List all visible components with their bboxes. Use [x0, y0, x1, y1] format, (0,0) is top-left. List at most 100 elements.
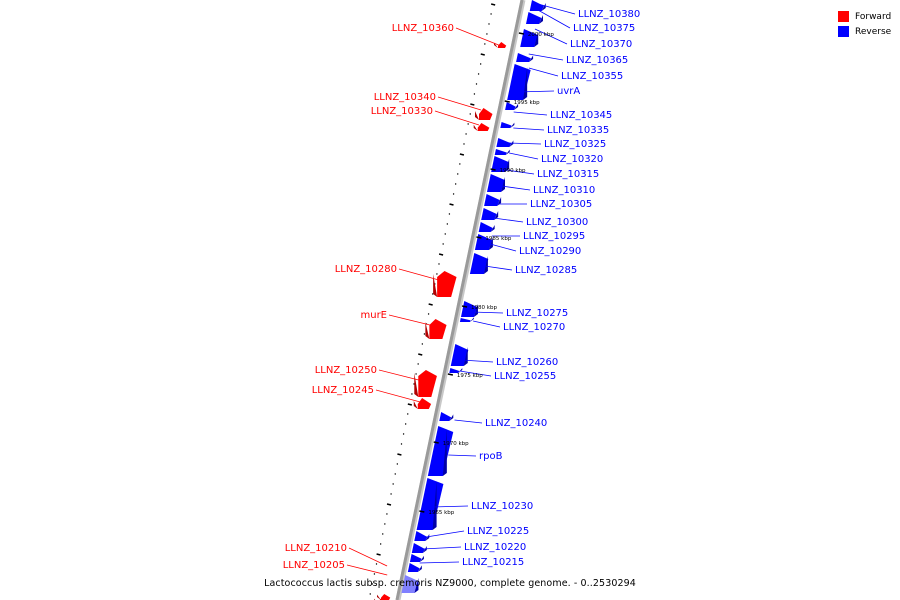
gene-label-llnz_10370: LLNZ_10370: [570, 39, 632, 50]
gene-face-llnz_10295: [488, 237, 493, 250]
tick-dot: [369, 593, 371, 595]
leader-llnz_10370: [534, 28, 568, 45]
tick-mark: [480, 53, 485, 56]
gene-llnz_10215: [407, 563, 420, 572]
leader-uvra: [516, 90, 555, 93]
gene-face-llnz_10315: [501, 177, 505, 192]
leader-llnz_10205: [346, 564, 388, 576]
gene-label-llnz_10320: LLNZ_10320: [541, 154, 603, 165]
gene-label-llnz_10345: LLNZ_10345: [550, 110, 612, 121]
gene-label-llnz_10210: LLNZ_10210: [285, 543, 347, 554]
gene-face-llnz_10345: [510, 122, 515, 128]
gene-llnz_10205: [381, 594, 391, 600]
gene-face-llnz_10215: [417, 565, 422, 572]
gene-label-rpob: rpoB: [479, 451, 503, 462]
scale-label: 1970 kbp: [443, 441, 469, 447]
scale-label: 1965 kbp: [428, 510, 454, 516]
gene-face-llnz_10285: [473, 304, 478, 317]
gene-face-llnz_10240: [442, 429, 447, 476]
legend-label-reverse: Reverse: [855, 26, 892, 37]
tick-dot: [436, 273, 438, 275]
tick-dot: [463, 143, 465, 145]
gene-face-uvra: [514, 103, 519, 110]
scale-tick: [476, 236, 482, 239]
leader-llnz_10220: [422, 546, 462, 550]
gene-llnz_10280: [437, 271, 457, 297]
tick-mark: [407, 403, 413, 406]
gene-label-llnz_10330: LLNZ_10330: [371, 106, 433, 117]
gene-llnz_10225: [411, 543, 425, 553]
gene-label-llnz_10250: LLNZ_10250: [315, 365, 377, 376]
forward-swatch: [838, 11, 849, 22]
tick-dot: [371, 583, 374, 585]
gene-face-llnz_10300: [490, 225, 495, 232]
scale-tick: [433, 441, 439, 444]
tick-mark: [459, 153, 465, 156]
tick-dot: [415, 373, 417, 375]
gene-face-llnz_10305: [494, 211, 499, 220]
gene-llnz_10245: [417, 398, 432, 409]
gene-llnz_10300: [478, 222, 493, 232]
tick-dot: [394, 473, 396, 475]
gene-labels: LLNZ_10380 LLNZ_10375 LLNZ_10370 LLNZ_10365…: [283, 9, 641, 571]
gene-label-mure: murE: [360, 310, 387, 321]
gene-label-llnz_10340: LLNZ_10340: [374, 92, 436, 103]
leader-llnz_10355: [528, 67, 559, 77]
leader-llnz_10280: [398, 268, 443, 282]
leader-llnz_10325: [508, 142, 542, 145]
gene-llnz_10360: [498, 42, 507, 48]
gene-llnz_10325: [494, 149, 507, 155]
tick-dot: [446, 223, 449, 225]
tick-dot: [382, 533, 384, 535]
gene-label-llnz_10240: LLNZ_10240: [485, 418, 547, 429]
leader-llnz_10275: [471, 311, 504, 314]
tick-dot: [484, 43, 486, 45]
reverse-swatch: [838, 26, 849, 37]
gene-llnz_10220: [409, 554, 422, 562]
gene-selected-feature: [401, 575, 419, 593]
tick-dot: [400, 443, 403, 445]
gene-llnz_10320: [491, 156, 509, 172]
gene-face-llnz_10280: [433, 274, 438, 297]
tick-dot: [432, 293, 434, 295]
tick-dot: [417, 363, 419, 365]
gene-face-llnz_10365: [529, 55, 534, 62]
gene-label-llnz_10255: LLNZ_10255: [494, 371, 556, 382]
leader-llnz_10315: [505, 169, 535, 175]
tick-dot: [423, 333, 426, 335]
leader-llnz_10310: [501, 185, 531, 191]
gene-llnz_10230: [414, 531, 428, 541]
gene-uvra: [505, 102, 516, 110]
gene-face-rpob: [432, 481, 437, 530]
gene-label-llnz_10315: LLNZ_10315: [537, 169, 599, 180]
gene-label-llnz_10245: LLNZ_10245: [312, 385, 374, 396]
axis-line: [395, 0, 524, 600]
tick-dot: [469, 113, 471, 115]
gene-llnz_10310: [484, 194, 500, 206]
tick-dot: [467, 123, 469, 125]
gene-llnz_10335: [496, 138, 512, 147]
gene-mure: [429, 319, 447, 339]
legend: Forward Reverse: [838, 9, 891, 39]
tick-dot: [373, 573, 376, 575]
leader-llnz_10365: [528, 53, 564, 61]
gene-face-selected-feature: [414, 578, 419, 593]
tick-dot: [404, 423, 407, 425]
gene-label-llnz_10295: LLNZ_10295: [523, 231, 585, 242]
tick-dot: [421, 343, 424, 345]
gene-face-llnz_10255: [449, 414, 454, 421]
gene-face-llnz_10250: [414, 373, 419, 397]
leader-llnz_10255: [459, 370, 492, 377]
scale-tick: [419, 510, 425, 513]
leader-llnz_10240: [454, 419, 483, 424]
tick-dot: [452, 193, 455, 195]
gene-face-llnz_10330: [473, 124, 478, 131]
tick-mark: [376, 553, 381, 556]
tick-dot: [444, 233, 446, 235]
gene-label-llnz_10325: LLNZ_10325: [544, 139, 606, 150]
tick-dot: [375, 563, 378, 565]
gene-label-llnz_10335: LLNZ_10335: [547, 125, 609, 136]
leader-llnz_10260: [460, 359, 494, 363]
scale-tick: [447, 373, 454, 376]
scale-label: 2000 kbp: [528, 32, 554, 38]
